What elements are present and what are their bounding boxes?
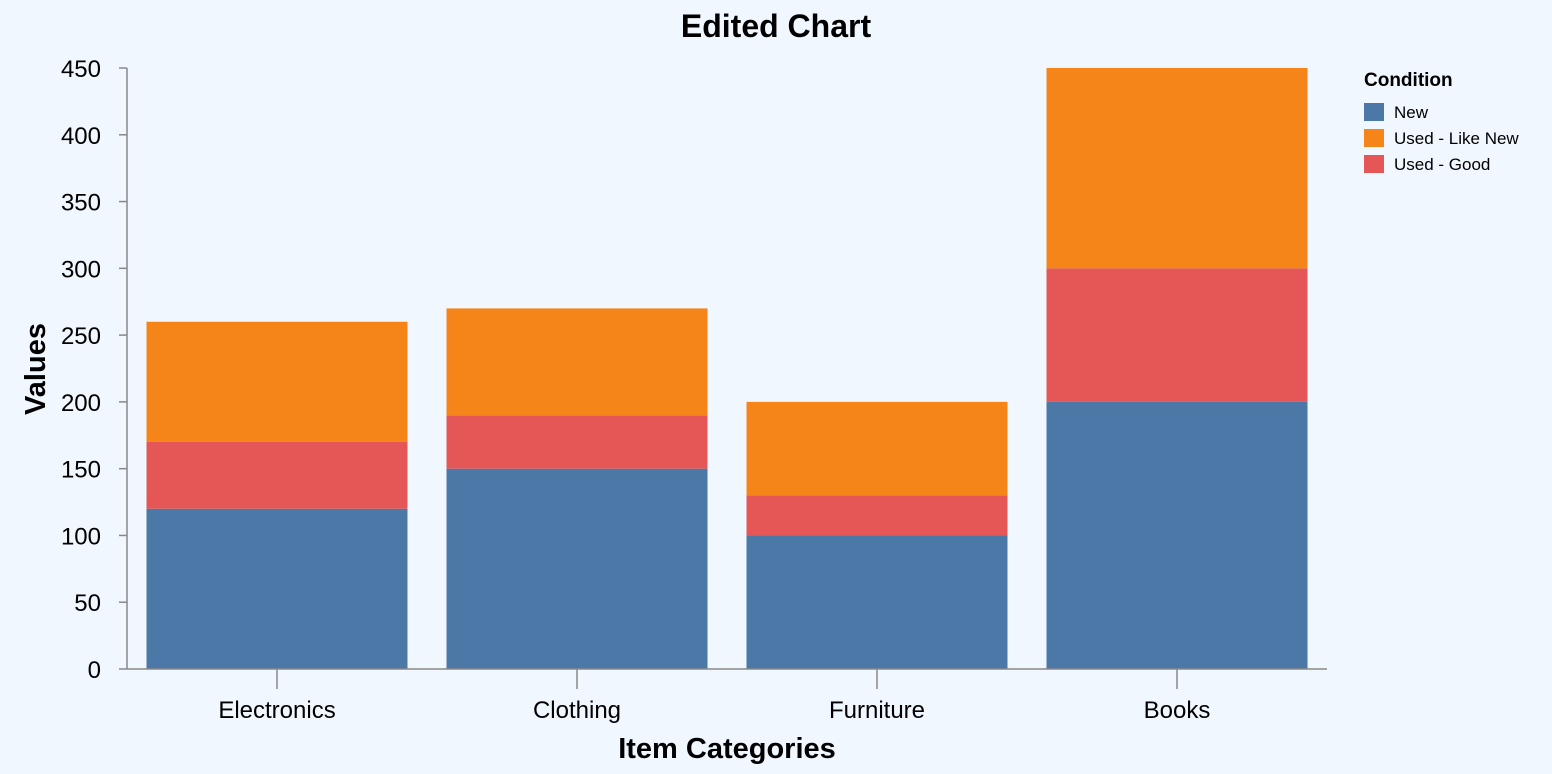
legend-label: Used - Like New	[1394, 129, 1519, 148]
bar-electronics-used-good	[146, 441, 408, 509]
bar-books-used-good	[1046, 268, 1308, 402]
y-tick-label: 150	[61, 457, 101, 484]
y-axis-title: Values	[20, 323, 52, 415]
bar-clothing-used-like-new	[446, 308, 708, 416]
x-axis-title: Item Categories	[618, 733, 836, 765]
x-tick-label: Books	[1144, 697, 1211, 724]
bar-clothing-used-good	[446, 415, 708, 469]
y-tick-label: 300	[61, 256, 101, 283]
bar-electronics-used-like-new	[146, 321, 408, 442]
bars-layer	[146, 68, 1308, 669]
legend-label: New	[1394, 103, 1429, 122]
bar-books-used-like-new	[1046, 68, 1308, 269]
y-tick-label: 350	[61, 190, 101, 217]
x-tick-label: Electronics	[218, 697, 335, 724]
chart-title: Edited Chart	[681, 8, 872, 44]
x-tick-label: Clothing	[533, 697, 621, 724]
legend-swatch	[1364, 155, 1384, 173]
bar-electronics-new	[146, 508, 408, 669]
legend-label: Used - Good	[1394, 155, 1490, 174]
y-tick-label: 50	[74, 590, 101, 617]
x-axis-ticks: Electronics Clothing Furniture Books	[218, 669, 1210, 724]
legend-swatch	[1364, 129, 1384, 147]
bar-furniture-used-like-new	[746, 401, 1008, 496]
bar-books-new	[1046, 401, 1308, 669]
legend-title: Condition	[1364, 70, 1453, 91]
y-tick-label: 450	[61, 56, 101, 83]
y-tick-label: 0	[88, 657, 101, 684]
x-tick-label: Furniture	[829, 697, 925, 724]
legend: Condition New Used - Like New Used - Good	[1364, 70, 1519, 174]
bar-furniture-new	[746, 535, 1008, 669]
y-axis-ticks: 0 50 100 150 200 250 300 350 400 450	[61, 56, 127, 684]
y-tick-label: 250	[61, 323, 101, 350]
y-tick-label: 200	[61, 390, 101, 417]
bar-furniture-used-good	[746, 495, 1008, 536]
legend-swatch	[1364, 103, 1384, 121]
bar-clothing-new	[446, 468, 708, 669]
y-tick-label: 100	[61, 523, 101, 550]
y-tick-label: 400	[61, 123, 101, 150]
